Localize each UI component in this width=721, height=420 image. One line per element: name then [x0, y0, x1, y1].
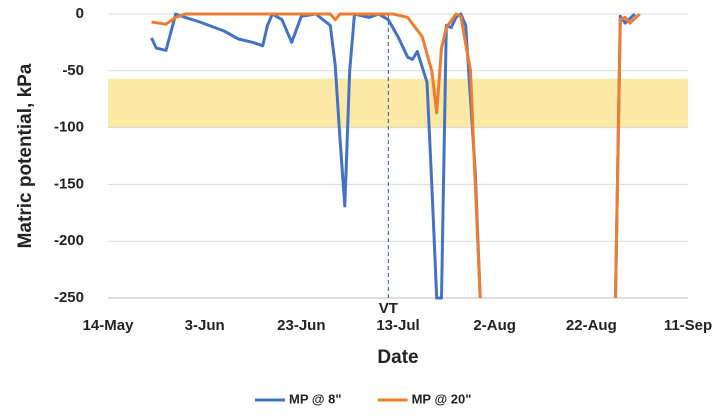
- x-tick-label: 13-Jul: [376, 317, 419, 334]
- x-tick-label: 11-Sep: [664, 317, 712, 334]
- x-tick-label: 23-Jun: [277, 317, 325, 334]
- y-tick-label: -150: [54, 175, 84, 192]
- y-tick-label: -100: [54, 119, 84, 136]
- x-tick-label: 3-Jun: [185, 317, 225, 334]
- series-line: [150, 12, 636, 300]
- target-band: [108, 78, 688, 128]
- y-tick-label: -50: [62, 62, 84, 79]
- x-tick-label: 14-May: [83, 317, 135, 334]
- y-tick-label: -250: [54, 289, 84, 306]
- vt-label: VT: [379, 300, 398, 317]
- series-line: [151, 12, 641, 299]
- y-tick-label: -200: [54, 232, 84, 249]
- legend-label: MP @ 8": [289, 391, 342, 406]
- y-axis-label: Matric potential, kPa: [15, 63, 36, 248]
- y-tick-label: 0: [76, 5, 84, 22]
- x-tick-label: 2-Aug: [473, 317, 516, 334]
- legend-label: MP @ 20": [412, 391, 472, 406]
- x-axis-label: Date: [377, 347, 418, 368]
- x-tick-label: 22-Aug: [566, 317, 617, 334]
- plot-area: [150, 12, 641, 300]
